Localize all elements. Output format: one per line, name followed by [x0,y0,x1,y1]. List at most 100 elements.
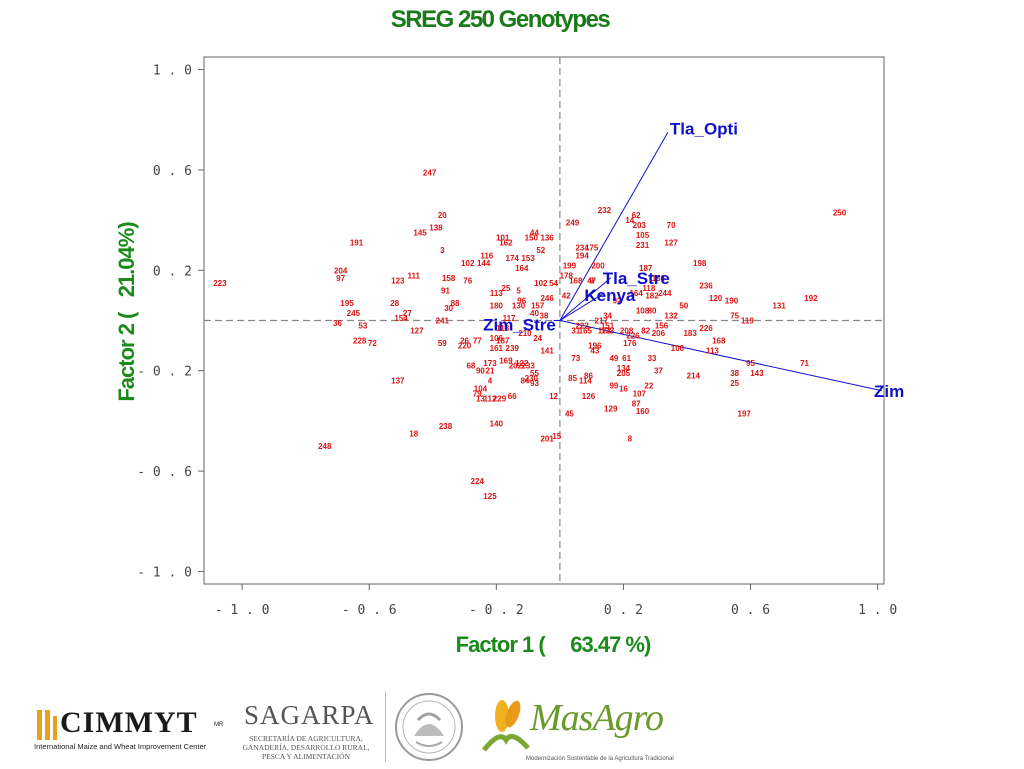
genotype-label: 138 [429,224,443,233]
x-tick-label: 0 . 2 [604,603,643,618]
genotype-label: 102 [461,259,475,268]
genotype-label: 18 [409,429,418,438]
reference-lines [204,57,884,584]
genotype-label: 199 [563,261,577,270]
genotype-label: 112 [484,394,497,403]
genotype-label: 238 [439,422,453,431]
genotype-label: 127 [664,239,678,248]
genotype-label: 226 [626,332,640,341]
genotype-label: 144 [477,259,491,268]
genotype-label: 191 [350,239,364,248]
genotype-label: 234 [575,244,589,253]
sagarpa-name: SAGARPA [244,700,375,730]
genotype-label: 220 [458,342,472,351]
genotype-label: 192 [804,294,818,303]
genotype-label: 91 [441,286,450,295]
genotype-label: 150 [525,234,539,243]
genotype-label: 77 [473,337,482,346]
y-tick-label: - 0 . 2 [137,365,192,380]
genotype-label: 68 [466,362,475,371]
genotype-label: 70 [667,221,676,230]
genotype-label: 96 [517,296,526,305]
genotype-label: 239 [506,344,520,353]
genotype-label: 230 [525,374,539,383]
genotype-label: 224 [471,477,485,486]
genotype-label: 131 [772,301,786,310]
genotype-label: 222 [575,322,589,331]
vector-label: Kenya [584,286,636,305]
genotype-label: 16 [619,384,628,393]
vector-label: Tla_Opti [670,119,738,138]
y-tick-label: 0 . 2 [153,264,192,279]
genotype-label: 118 [496,324,509,333]
genotype-label: 76 [463,276,472,285]
genotype-label: 25 [730,379,739,388]
genotype-label: 4 [488,377,493,386]
genotype-label: 8 [628,434,633,443]
genotype-label: 5 [516,286,521,295]
tick-marks [198,69,879,590]
genotype-label: 246 [540,294,554,303]
genotype-label: 129 [604,404,618,413]
x-tick-label: - 1 . 0 [215,603,270,618]
genotype-label: 126 [582,392,596,401]
genotype-label: 205 [617,369,631,378]
genotype-label: 84 [520,377,529,386]
genotype-label: 104 [474,384,488,393]
y-tick-label: - 1 . 0 [137,565,192,580]
genotype-label: 168 [569,276,583,285]
genotype-label: 158 [442,274,456,283]
genotype-label: 195 [340,299,354,308]
genotype-label: 62 [632,211,641,220]
genotype-label: 202 [509,362,523,371]
genotype-label: 66 [508,392,517,401]
genotype-label: 102 [534,279,548,288]
x-axis-title: Factor 1 ( 63.47 %) [456,632,651,657]
genotype-label: 85 [568,374,577,383]
genotype-label: 73 [571,354,580,363]
x-tick-label: 0 . 6 [731,603,770,618]
genotype-label: 161 [490,344,504,353]
genotype-label: 156 [655,322,669,331]
genotype-label: 175 [585,244,599,253]
genotype-label: 250 [833,209,847,218]
genotype-label: 43 [590,347,599,356]
genotype-label: 49 [609,354,618,363]
y-tick-label: 0 . 6 [153,164,192,179]
genotype-label: 30 [444,304,453,313]
genotype-label: 154 [394,314,408,323]
genotype-label: 180 [490,301,504,310]
genotype-label: 13 [476,394,485,403]
genotype-label: 162 [499,239,513,248]
x-tick-labels: - 1 . 0 - 0 . 6 - 0 . 2 0 . 2 0 . 6 1 . 0 [215,603,897,618]
genotype-label: 245 [347,309,361,318]
sagarpa-logo: SAGARPA SECRETARÍA DE AGRICULTURA, GANAD… [238,700,378,766]
genotype-label: 116 [480,251,493,260]
genotype-label: 236 [699,281,713,290]
genotype-label: 92 [613,296,622,305]
genotype-label: 114 [579,377,592,386]
genotype-label: 172 [598,327,612,336]
logo-divider [385,692,386,762]
genotype-label: 75 [730,311,739,320]
genotype-label: 208 [620,327,634,336]
genotype-label: 86 [584,372,593,381]
genotype-label: 248 [318,442,332,451]
genotype-label: 231 [636,241,650,250]
genotype-label: 28 [390,299,399,308]
genotype-label: 88 [451,299,460,308]
genotype-label: 61 [622,354,631,363]
genotype-label: 123 [391,276,405,285]
genotype-label: 33 [648,354,657,363]
genotype-label: 113 [490,289,503,298]
genotype-label: 157 [531,301,545,310]
genotype-label: 31 [571,327,580,336]
genotype-label: 141 [540,347,554,356]
genotype-label: 71 [800,359,809,368]
x-tick-label: - 0 . 6 [342,603,397,618]
genotype-label: 145 [413,229,427,238]
masagro-name: MasAgro [530,697,664,739]
genotype-label: 226 [699,324,713,333]
genotype-label: 9 [589,276,594,285]
genotype-label: 130 [512,301,526,310]
